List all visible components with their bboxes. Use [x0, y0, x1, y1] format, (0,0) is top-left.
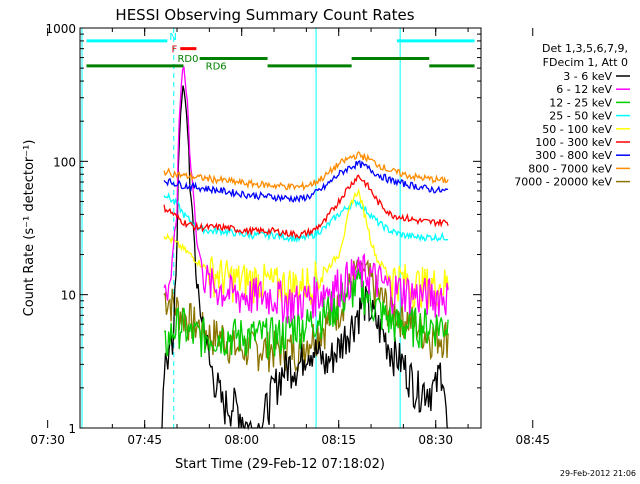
x-tick-label: 07:30 — [30, 433, 65, 447]
legend-entry-label: 50 - 100 keV — [542, 123, 612, 136]
plot-frame — [79, 27, 482, 429]
flag-label-n: N — [169, 32, 176, 43]
legend-header-line: Det 1,3,5,6,7,9, — [542, 42, 628, 55]
legend-header-line: FDecim 1, Att 0 — [543, 56, 628, 69]
legend-entry-label: 12 - 25 keV — [549, 96, 612, 109]
x-tick-label: 08:30 — [418, 433, 453, 447]
series-line-1 — [160, 85, 449, 431]
legend-entry-label: 7000 - 20000 keV — [514, 176, 612, 189]
flag-label-rd6: RD6 — [206, 62, 227, 73]
series-line-8 — [163, 150, 449, 192]
legend-entry-label: 800 - 7000 keV — [528, 162, 612, 175]
x-axis-label: Start Time (29-Feb-12 07:18:02) — [175, 457, 385, 472]
legend-entry-label: 300 - 800 keV — [535, 149, 612, 162]
flag-label-rd0: RD0 — [177, 54, 198, 65]
legend-entry-label: 3 - 6 keV — [563, 70, 612, 83]
y-axis-label: Count Rate (s⁻¹ detector⁻¹) — [22, 140, 37, 317]
legend-entry-label: 6 - 12 keV — [556, 83, 612, 96]
series-line-2 — [163, 66, 449, 324]
series-line-6 — [163, 174, 449, 240]
series-line-7 — [163, 160, 449, 204]
series-line-3 — [163, 268, 449, 360]
y-tick-label: 1 — [68, 422, 76, 436]
x-tick-label: 07:45 — [127, 433, 162, 447]
y-tick-label: 100 — [53, 155, 76, 169]
footer-timestamp: 29-Feb-2012 21:06 — [560, 469, 636, 478]
legend-entry-label: 25 - 50 keV — [549, 110, 612, 123]
flag-label-f: F — [171, 45, 177, 56]
series-line-5 — [163, 187, 449, 309]
x-tick-label: 08:00 — [224, 433, 259, 447]
legend-entry-label: 100 - 300 keV — [535, 136, 612, 149]
chart-title: HESSI Observing Summary Count Rates — [115, 6, 414, 24]
y-tick-label: 10 — [61, 289, 76, 303]
x-tick-label: 08:15 — [321, 433, 356, 447]
x-tick-label: 08:45 — [515, 433, 550, 447]
y-tick-label: 1000 — [45, 22, 76, 36]
